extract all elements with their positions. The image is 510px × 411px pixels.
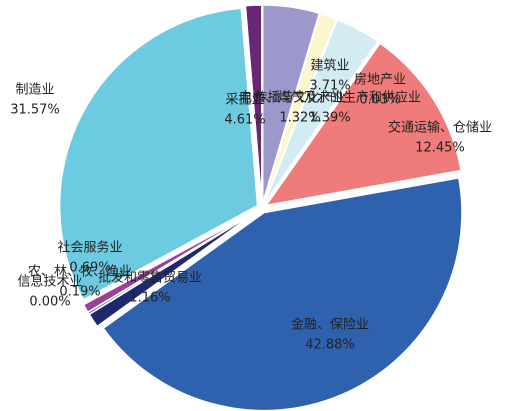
slice-label: 交通运输、仓储业 bbox=[388, 120, 492, 136]
pie-slice bbox=[264, 40, 380, 205]
pie-slice bbox=[261, 4, 321, 204]
slice-value-label: 1.32% bbox=[279, 111, 320, 126]
slice-value-label: 0.19% bbox=[59, 285, 100, 300]
pie-slice bbox=[102, 176, 463, 411]
slice-label: 金融、保险业 bbox=[291, 317, 369, 333]
slice-label: 建筑业 bbox=[310, 58, 349, 74]
slice-label: 批发和零售贸易业 bbox=[98, 270, 202, 286]
slice-value-label: 1.16% bbox=[129, 291, 170, 306]
slice-value-label: 12.45% bbox=[415, 141, 465, 156]
pie-slice bbox=[82, 209, 259, 314]
slice-value-label: 0.69% bbox=[69, 261, 110, 276]
slice-label: 农、林、牧、渔业 bbox=[28, 265, 132, 280]
slice-label: 传播与文化产业 bbox=[254, 91, 345, 106]
slice-value-label: 1.39% bbox=[309, 111, 350, 126]
slice-label: 电力、煤气及水的生产和供应业 bbox=[239, 90, 421, 106]
slice-value-label: 0.00% bbox=[29, 295, 70, 310]
pie-slice bbox=[264, 42, 463, 207]
pie-slice bbox=[58, 7, 259, 301]
slice-value-label: 31.57% bbox=[10, 103, 60, 118]
slice-label: 房地产业 bbox=[354, 72, 406, 88]
slice-value-label: 3.71% bbox=[309, 79, 350, 94]
slice-label: 信息技术业 bbox=[17, 274, 82, 290]
pie-slice bbox=[244, 4, 263, 204]
slice-label: 制造业 bbox=[15, 83, 54, 98]
slice-value-label: 42.88% bbox=[305, 338, 355, 353]
slice-value-label: 4.61% bbox=[224, 113, 265, 128]
pie-slice bbox=[262, 12, 338, 204]
slice-label: 采掘业 bbox=[225, 93, 264, 108]
slice-label: 社会服务业 bbox=[57, 240, 122, 256]
slice-value-label: 0.03% bbox=[359, 93, 400, 108]
